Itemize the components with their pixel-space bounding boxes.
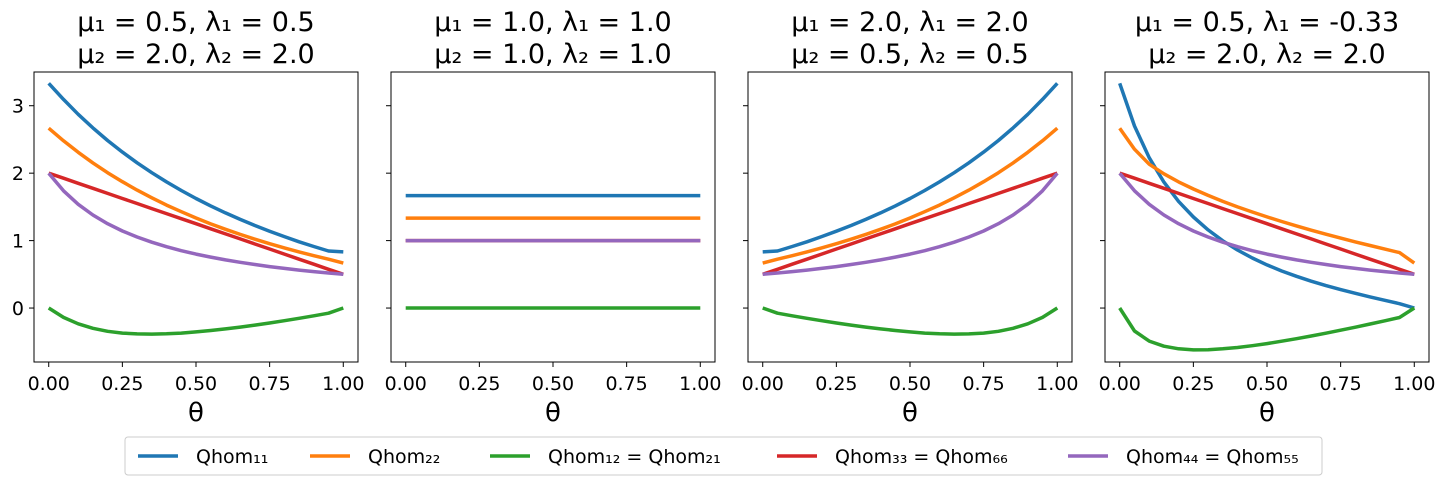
panel-title-line2: μ₂ = 2.0, λ₂ = 2.0 — [1148, 39, 1385, 70]
panel-title-line1: μ₁ = 0.5, λ₁ = 0.5 — [77, 7, 314, 38]
series-line-1 — [762, 82, 1059, 254]
series-line-3 — [47, 306, 344, 336]
legend-box — [124, 436, 1323, 476]
panel-title-line2: μ₂ = 0.5, λ₂ = 0.5 — [791, 39, 1028, 70]
x-axis-label: θ — [545, 398, 561, 428]
panel-title-line1: μ₁ = 0.5, λ₁ = -0.33 — [1135, 7, 1399, 38]
series-line-3 — [762, 306, 1059, 336]
legend-label: Qhom₂₂ — [368, 446, 440, 468]
panels: μ₁ = 0.5, λ₁ = 0.5μ₂ = 2.0, λ₂ = 2.00.00… — [12, 7, 1436, 428]
x-tick-label: 0.50 — [1246, 373, 1288, 395]
x-tick-label: 0.00 — [385, 373, 427, 395]
series-line-5 — [762, 172, 1059, 277]
y-tick-label: 0 — [12, 298, 24, 320]
x-tick-label: 0.25 — [1172, 373, 1214, 395]
legend-label: Qhom₁₂ = Qhom₂₁ — [548, 446, 721, 468]
x-tick-label: 0.00 — [28, 373, 70, 395]
series-line-5 — [47, 172, 344, 277]
x-tick-label: 0.75 — [962, 373, 1004, 395]
panel-1: μ₁ = 0.5, λ₁ = 0.5μ₂ = 2.0, λ₂ = 2.0 0.00… — [12, 7, 365, 428]
series-line-4 — [762, 171, 1058, 276]
x-tick-label: 0.50 — [532, 373, 574, 395]
panel-title-line1: μ₁ = 1.0, λ₁ = 1.0 — [434, 7, 671, 38]
x-axis-label: θ — [902, 398, 918, 428]
legend-label: Qhom₁₁ — [196, 446, 268, 468]
x-axis-label: θ — [1259, 398, 1275, 428]
series-line-2 — [47, 126, 344, 265]
x-tick-label: 0.50 — [175, 373, 217, 395]
y-tick-label: 3 — [12, 96, 24, 118]
legend: Qhom₁₁ Qhom₂₂ Qhom₁₂ = Qhom₂₁ Qhom₃₃ = Qhom… — [124, 436, 1323, 476]
x-tick-label: 0.25 — [815, 373, 857, 395]
series-line-2 — [1118, 127, 1416, 265]
legend-item-1: Qhom₁₁ — [138, 446, 268, 468]
x-tick-label: 0.75 — [1319, 373, 1361, 395]
x-tick-label: 1.00 — [322, 373, 364, 395]
y-tick-label: 2 — [12, 163, 24, 185]
panel-title-line1: μ₁ = 2.0, λ₁ = 2.0 — [791, 7, 1028, 38]
legend-item-3: Qhom₁₂ = Qhom₂₁ — [490, 446, 721, 468]
series-line-1 — [1118, 82, 1415, 310]
series-line-4 — [1119, 171, 1415, 276]
series-line-4 — [48, 171, 344, 276]
x-tick-label: 0.25 — [101, 373, 143, 395]
x-tick-label: 0.75 — [605, 373, 647, 395]
panel-title-line2: μ₂ = 1.0, λ₂ = 1.0 — [434, 39, 671, 70]
panel-3: μ₁ = 2.0, λ₁ = 2.0μ₂ = 0.5, λ₂ = 0.5 0.00… — [742, 7, 1079, 428]
series-line-5 — [1118, 172, 1415, 277]
x-tick-label: 1.00 — [679, 373, 721, 395]
x-tick-label: 0.25 — [458, 373, 500, 395]
legend-label: Qhom₃₃ = Qhom₆₆ — [835, 446, 1008, 468]
x-tick-label: 0.00 — [1099, 373, 1141, 395]
legend-item-2: Qhom₂₂ — [310, 446, 440, 468]
x-tick-label: 0.00 — [742, 373, 784, 395]
x-tick-label: 0.75 — [248, 373, 290, 395]
x-tick-label: 0.50 — [889, 373, 931, 395]
legend-label: Qhom₄₄ = Qhom₅₅ — [1126, 446, 1299, 468]
x-tick-label: 1.00 — [1393, 373, 1435, 395]
x-axis-label: θ — [188, 398, 204, 428]
series-line-1 — [47, 82, 344, 254]
panel-title-line2: μ₂ = 2.0, λ₂ = 2.0 — [77, 39, 314, 70]
legend-item-5: Qhom₄₄ = Qhom₅₅ — [1068, 446, 1299, 468]
x-tick-label: 1.00 — [1036, 373, 1078, 395]
y-tick-label: 1 — [12, 231, 24, 253]
series-line-2 — [762, 126, 1059, 265]
series-line-3 — [1118, 306, 1416, 352]
legend-item-4: Qhom₃₃ = Qhom₆₆ — [777, 446, 1008, 468]
panel-2: μ₁ = 1.0, λ₁ = 1.0μ₂ = 1.0, λ₂ = 1.0 0.00… — [385, 7, 722, 428]
